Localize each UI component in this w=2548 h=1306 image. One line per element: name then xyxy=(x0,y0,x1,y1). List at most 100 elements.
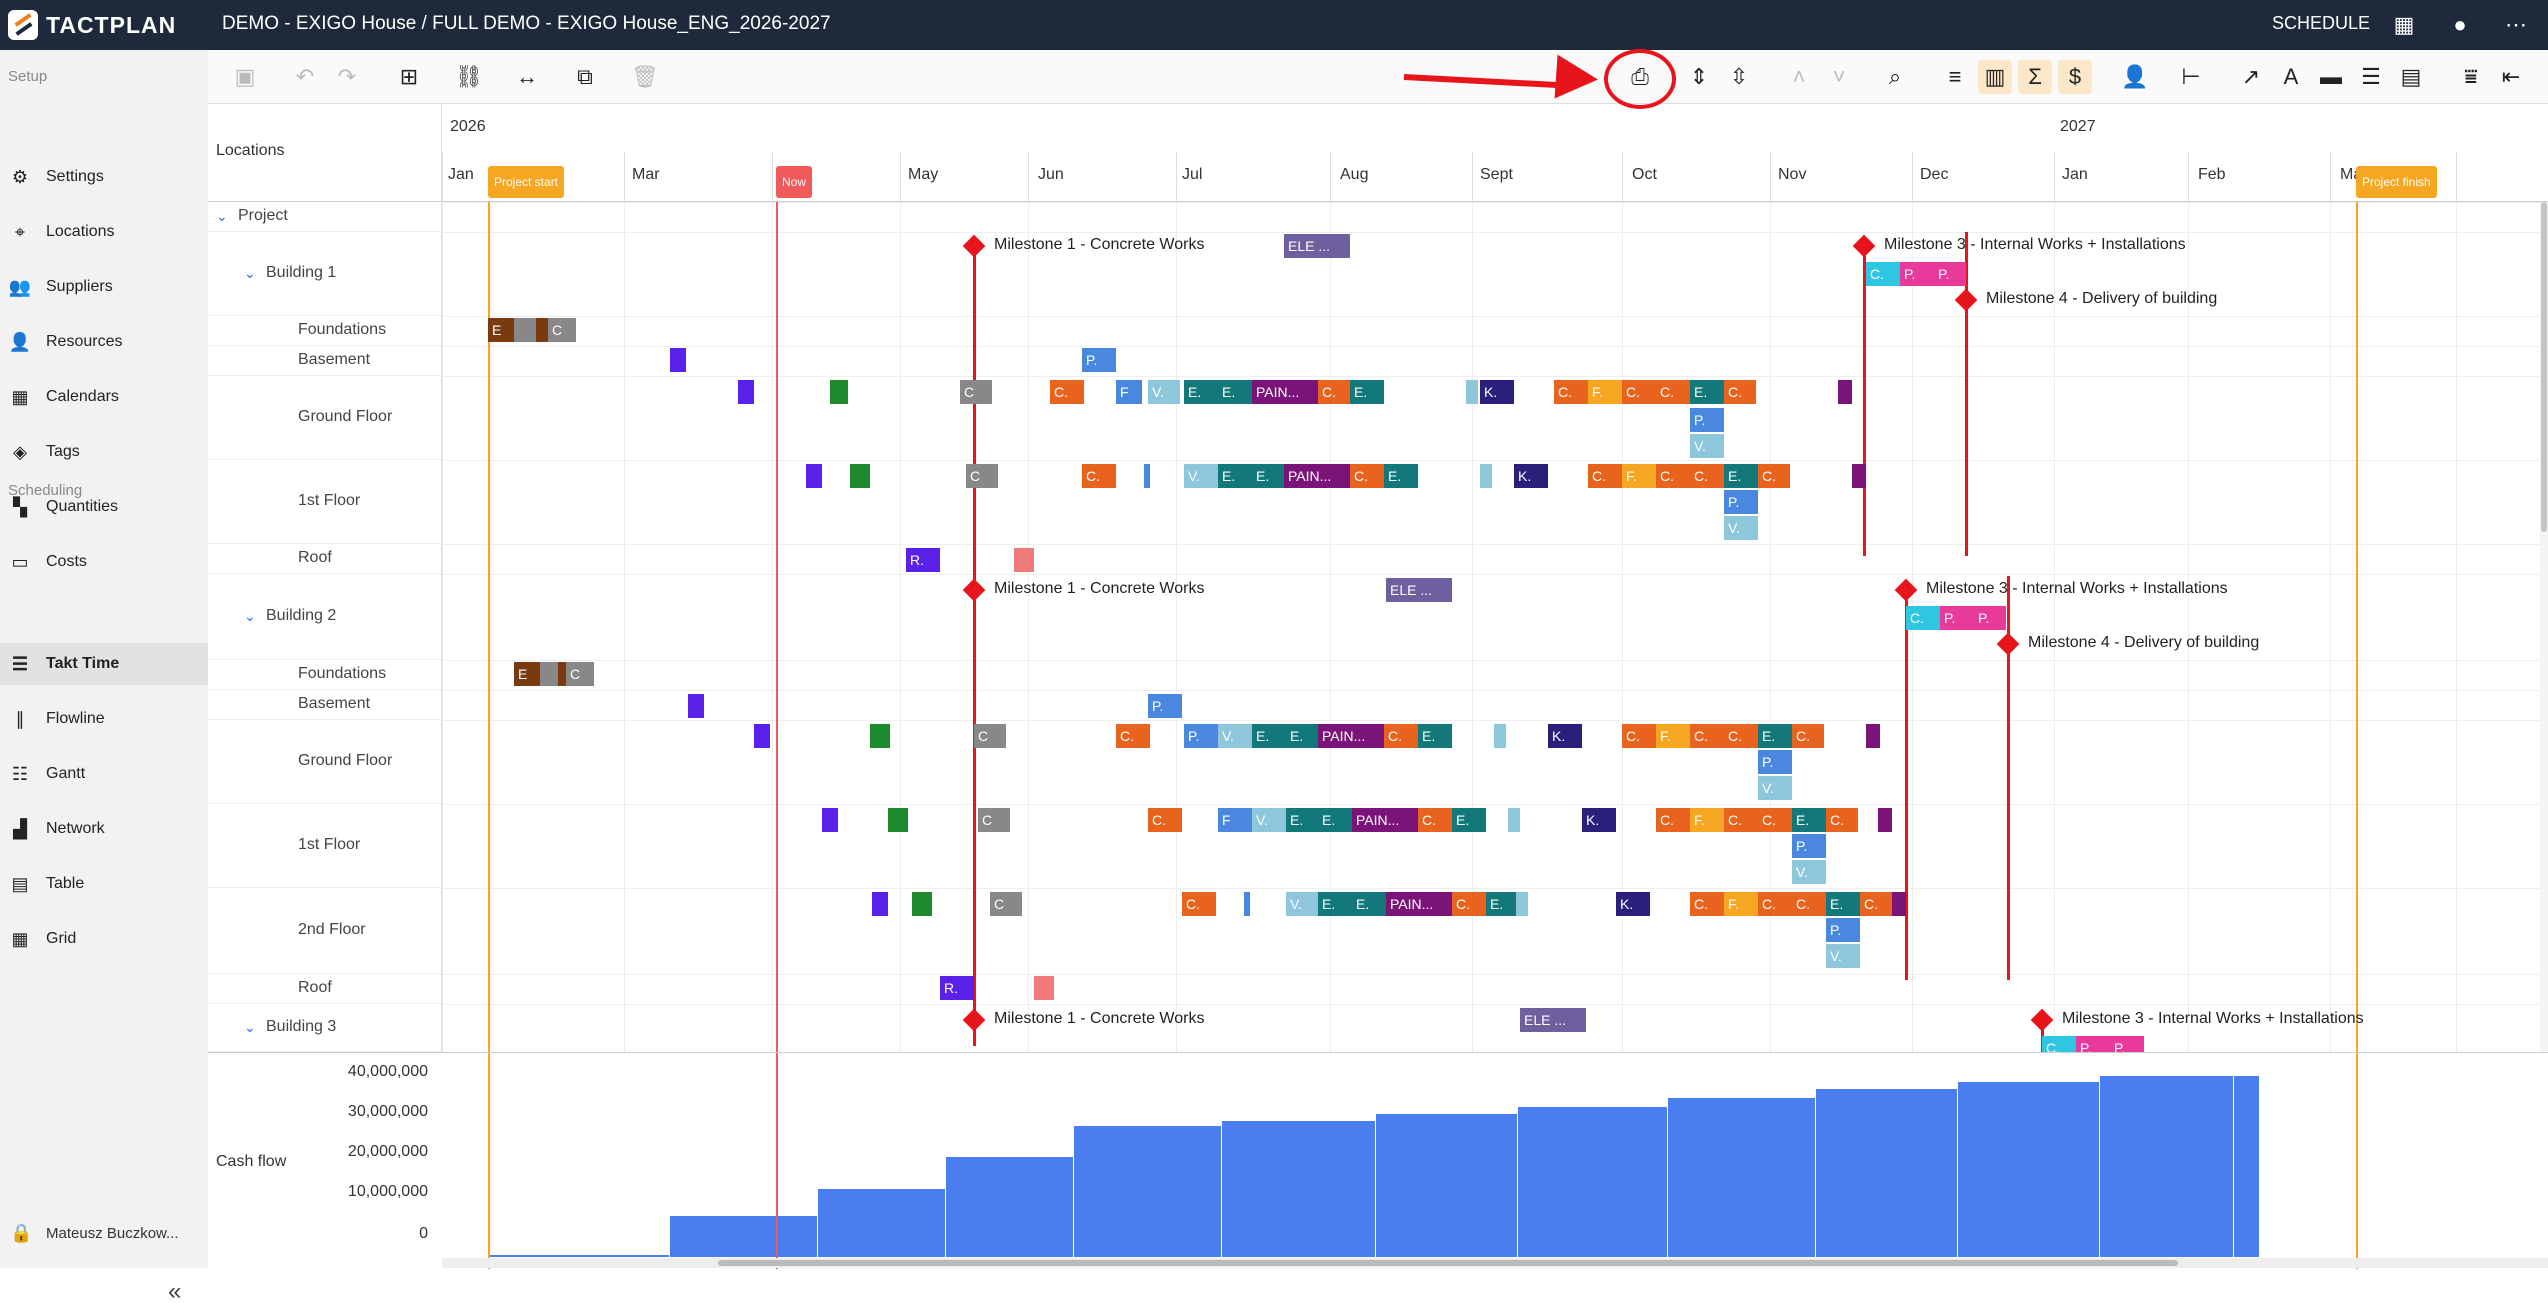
task-bar[interactable]: C. xyxy=(1758,892,1792,916)
task-bar[interactable]: R. xyxy=(940,976,974,1000)
person-filter-icon[interactable]: 👤 xyxy=(2121,64,2149,89)
task-bar[interactable]: K. xyxy=(1616,892,1650,916)
sidebar-item-resources[interactable]: 👤 Resources xyxy=(0,321,208,363)
task-bar[interactable]: E. xyxy=(1418,724,1452,748)
list-icon[interactable]: ☰ xyxy=(2361,64,2381,89)
task-bar[interactable] xyxy=(1466,380,1478,404)
task-bar[interactable]: C xyxy=(966,464,998,488)
task-bar[interactable]: C. xyxy=(1622,380,1656,404)
panel-icon[interactable]: ⇤ xyxy=(2501,64,2521,89)
location-row[interactable]: Basement xyxy=(208,690,441,720)
task-bar[interactable]: C. xyxy=(1588,464,1622,488)
task-bar[interactable]: E. xyxy=(1286,724,1318,748)
cash-flow-bar[interactable] xyxy=(1958,1082,2100,1257)
milestone-diamond-icon[interactable] xyxy=(2030,1008,2054,1032)
cash-flow-bar[interactable] xyxy=(1222,1121,1376,1257)
task-bar[interactable]: C. xyxy=(1690,464,1724,488)
task-bar[interactable]: V. xyxy=(1690,434,1724,458)
filter-icon[interactable]: ⩸ xyxy=(2464,64,2478,89)
task-bar[interactable]: P. xyxy=(1900,262,1934,286)
task-bar[interactable] xyxy=(1508,808,1520,832)
add-icon[interactable]: ⊞ xyxy=(399,64,419,89)
tactplan-logo-icon[interactable] xyxy=(8,10,38,40)
link-icon[interactable]: ⛓ xyxy=(455,64,483,89)
cash-flow-bar[interactable] xyxy=(488,1254,670,1257)
task-bar[interactable]: E. xyxy=(1384,464,1418,488)
sidebar-item-flowline[interactable]: ∥ Flowline xyxy=(0,698,208,740)
schedule-menu[interactable]: SCHEDULE xyxy=(2272,13,2371,33)
sidebar-item-settings[interactable]: ⚙ Settings xyxy=(0,156,208,198)
task-bar[interactable] xyxy=(830,380,848,404)
task-bar[interactable]: C. xyxy=(1622,724,1656,748)
cash-flow-bar[interactable] xyxy=(670,1216,818,1257)
cash-flow-bar[interactable] xyxy=(2234,1075,2260,1257)
task-bar[interactable]: E. xyxy=(1352,892,1386,916)
task-bar[interactable]: P. xyxy=(1934,262,1966,286)
task-bar[interactable]: F. xyxy=(1656,724,1690,748)
location-row[interactable]: Foundations xyxy=(208,316,441,346)
task-bar[interactable] xyxy=(1144,464,1150,488)
milestone-diamond-icon[interactable] xyxy=(962,1008,986,1032)
task-bar[interactable] xyxy=(540,662,558,686)
collapse-all-icon[interactable]: ⇕ xyxy=(1689,64,1709,89)
task-bar[interactable]: C. xyxy=(1724,724,1758,748)
location-row[interactable]: ⌄ Building 3 xyxy=(208,1004,441,1052)
task-bar[interactable]: C. xyxy=(1116,724,1150,748)
task-bar[interactable]: C. xyxy=(1418,808,1452,832)
redo-icon[interactable]: ↷ xyxy=(337,64,357,89)
task-bar[interactable]: C. xyxy=(1826,808,1858,832)
task-bar[interactable]: E. xyxy=(1350,380,1384,404)
vertical-scroll-thumb[interactable] xyxy=(2541,202,2547,532)
task-bar[interactable]: P. xyxy=(1148,694,1182,718)
task-bar[interactable]: C. xyxy=(1866,262,1900,286)
task-bar[interactable] xyxy=(1014,548,1034,572)
task-bar[interactable]: PAIN... xyxy=(1284,464,1350,488)
task-bar[interactable]: C xyxy=(566,662,594,686)
task-bar[interactable] xyxy=(738,380,754,404)
more-icon[interactable]: ⋯ xyxy=(2505,12,2527,37)
location-row[interactable]: 1st Floor xyxy=(208,460,441,544)
task-bar[interactable]: F. xyxy=(1690,808,1724,832)
task-bar[interactable]: C. xyxy=(1452,892,1486,916)
vertical-scrollbar[interactable] xyxy=(2540,202,2548,1052)
task-bar[interactable] xyxy=(688,694,704,718)
task-bar[interactable]: C. xyxy=(1318,380,1350,404)
horizontal-scrollbar[interactable] xyxy=(442,1258,2548,1268)
task-bar[interactable]: E. xyxy=(1184,380,1218,404)
task-bar[interactable] xyxy=(1034,976,1054,1000)
task-bar[interactable] xyxy=(536,318,548,342)
task-bar[interactable] xyxy=(1838,380,1852,404)
cash-flow-bar[interactable] xyxy=(818,1189,946,1257)
sidebar-item-table[interactable]: ▤ Table xyxy=(0,863,208,905)
task-bar[interactable]: V. xyxy=(1252,808,1286,832)
task-bar[interactable] xyxy=(806,464,822,488)
row-height-icon[interactable]: ▬ xyxy=(2320,64,2342,89)
sidebar-item-calendars[interactable]: ▦ Calendars xyxy=(0,376,208,418)
milestone-diamond-icon[interactable] xyxy=(1852,234,1876,258)
task-bar[interactable]: F xyxy=(1218,808,1252,832)
task-bar[interactable]: E. xyxy=(1486,892,1520,916)
task-bar[interactable] xyxy=(1244,892,1250,916)
account-icon[interactable]: ● xyxy=(2453,12,2467,37)
task-bar[interactable]: C. xyxy=(1724,380,1756,404)
task-bar[interactable]: F. xyxy=(1588,380,1622,404)
task-bar[interactable]: ELE ... xyxy=(1386,578,1452,602)
task-bar[interactable] xyxy=(1516,892,1528,916)
task-bar[interactable]: E. xyxy=(1792,808,1826,832)
task-bar[interactable]: C. xyxy=(1656,808,1690,832)
calendar-view-icon[interactable]: ▤ xyxy=(2400,64,2422,89)
task-bar[interactable]: C. xyxy=(1050,380,1084,404)
task-bar[interactable]: P. xyxy=(1724,490,1758,514)
location-row[interactable]: Ground Floor xyxy=(208,376,441,460)
sidebar-item-suppliers[interactable]: 👥 Suppliers xyxy=(0,266,208,308)
task-bar[interactable]: P. xyxy=(1758,750,1792,774)
task-bar[interactable]: V. xyxy=(1148,380,1180,404)
task-bar[interactable]: ELE ... xyxy=(1284,234,1350,258)
location-row[interactable]: ⌄ Project xyxy=(208,202,441,232)
sidebar-item-locations[interactable]: ⌖ Locations xyxy=(0,211,208,253)
task-bar[interactable]: E. xyxy=(1690,380,1724,404)
task-bar[interactable]: V. xyxy=(1724,516,1758,540)
task-bar[interactable]: E xyxy=(514,662,540,686)
task-bar[interactable]: ELE ... xyxy=(1520,1008,1586,1032)
move-down-icon[interactable]: ˅ xyxy=(1832,64,1846,89)
